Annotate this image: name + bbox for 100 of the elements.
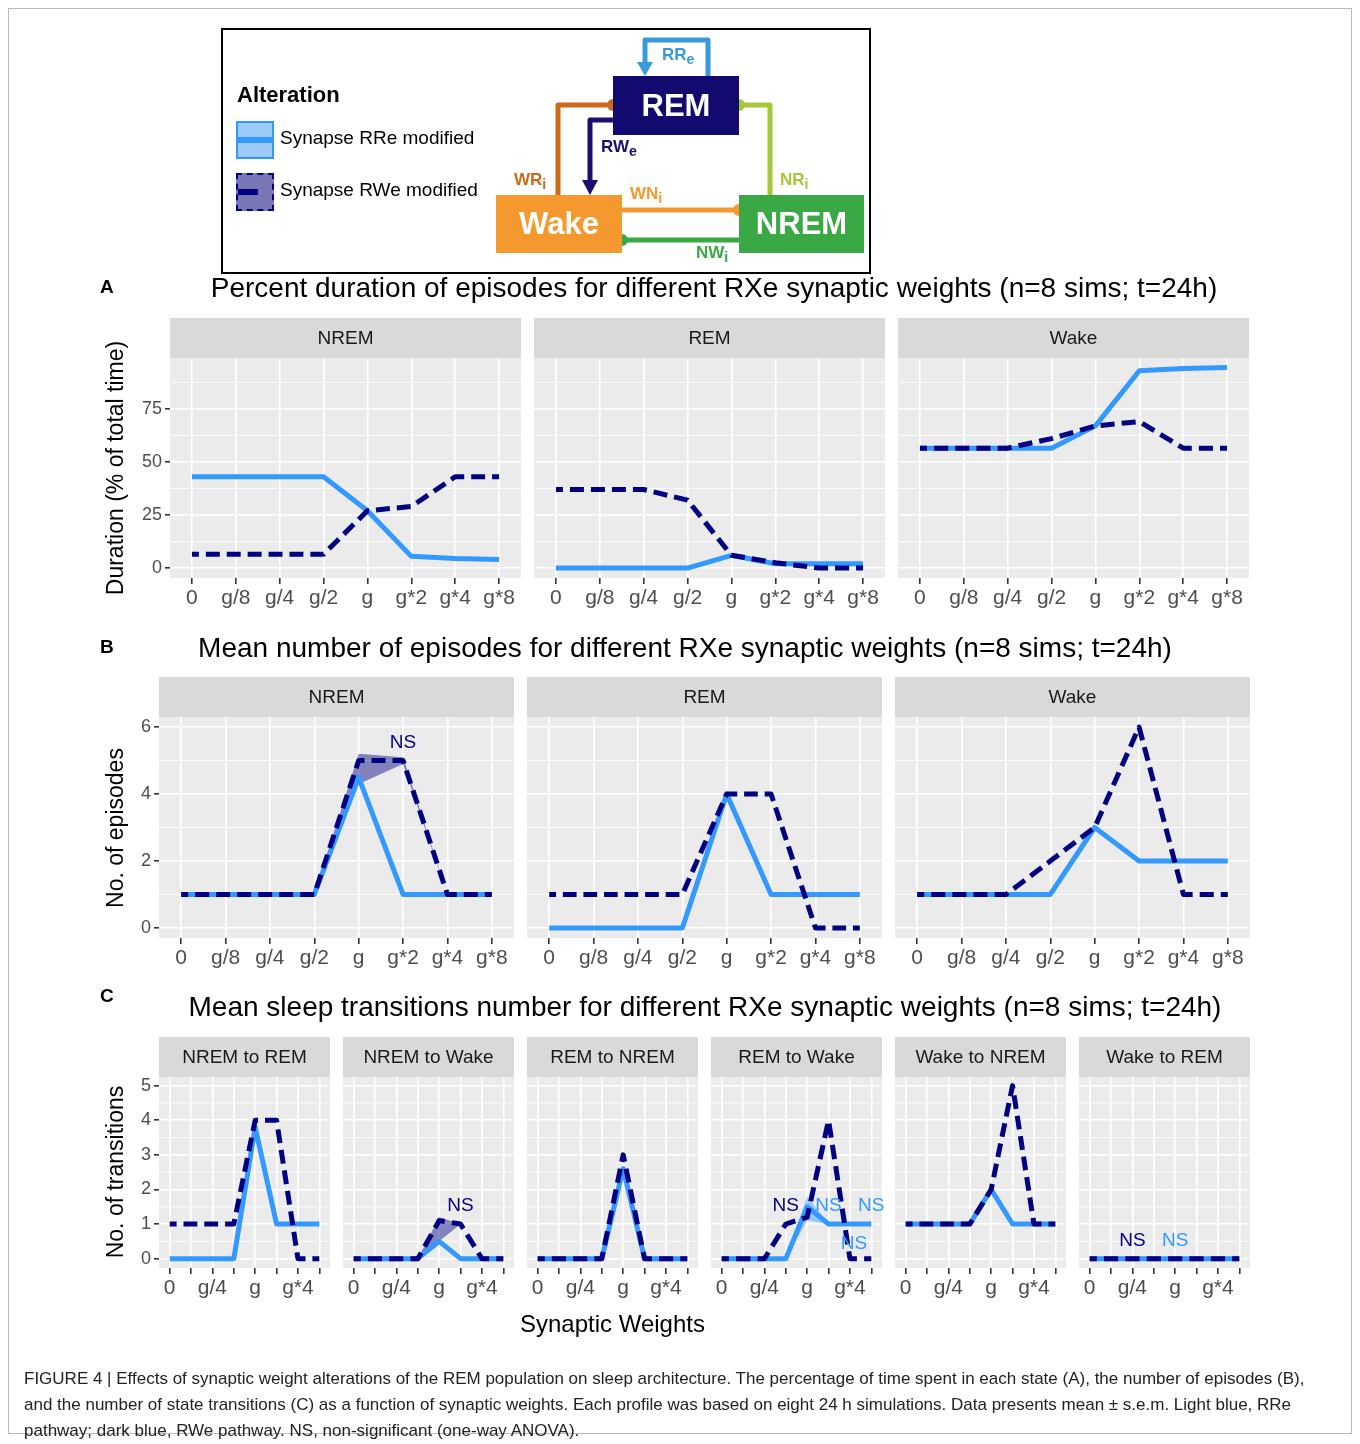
chart-title: NREM to Wake (363, 1046, 494, 1068)
text: A (100, 276, 114, 298)
x-tick-label: g/2 (1036, 585, 1067, 609)
y-tick-label: 3 (140, 1143, 151, 1164)
x-tick-label: g/4 (991, 945, 1021, 969)
x-tick-label: 0 (1083, 1275, 1096, 1299)
x-tick-label: g/2 (299, 945, 329, 969)
chart-title: Wake to REM (1106, 1046, 1223, 1068)
x-tick-label: g*2 (755, 945, 787, 969)
x-tick-label: g*4 (1167, 945, 1200, 969)
x-tick-label: g/2 (308, 585, 339, 609)
y-tick-label: 6 (140, 716, 151, 737)
y-tick-label: 4 (140, 1109, 151, 1130)
x-tick-label: g*2 (1123, 945, 1155, 969)
y-tick-label: 5 (140, 1074, 151, 1095)
y-tick-label: 4 (140, 782, 151, 803)
x-tick-label: g*8 (847, 585, 879, 609)
x-tick-label: g*4 (431, 945, 464, 969)
y-tick-label: 2 (140, 1178, 151, 1199)
chart-title: NREM to REM (182, 1046, 307, 1068)
x-tick-label: g/4 (623, 945, 653, 969)
text: C (100, 985, 114, 1007)
x-tick-label: g (1089, 585, 1102, 609)
y-tick-label: 0 (140, 916, 151, 937)
x-tick-label: 0 (175, 945, 188, 969)
x-tick-label: g*4 (282, 1275, 315, 1299)
x-tick-label: g*4 (799, 945, 832, 969)
x-tick-label: g/4 (565, 1275, 596, 1299)
x-tick-label: 0 (550, 585, 562, 609)
y-tick-label: 2 (140, 849, 151, 870)
x-tick-label: g*2 (387, 945, 419, 969)
data-label: NS (389, 730, 417, 752)
x-tick-label: g/8 (578, 945, 609, 969)
x-tick-label: g (801, 1275, 814, 1299)
x-tick-label: g/4 (255, 945, 285, 969)
x-tick-label: g (617, 1275, 630, 1299)
x-tick-label: g/8 (221, 585, 251, 609)
x-tick-label: g/8 (946, 945, 977, 969)
x-tick-label: g*4 (1018, 1275, 1051, 1299)
x-tick-label: g (1169, 1275, 1182, 1299)
text: Percent duration of episodes for different RXe synaptic weights (n=8 sims; t=24h) (210, 272, 1218, 303)
x-tick-label: 0 (186, 585, 198, 609)
chart-title: Wake (1049, 327, 1098, 349)
x-tick-label: g (720, 945, 733, 969)
x-tick-label: g (1088, 945, 1101, 969)
y-tick-label: 25 (141, 503, 162, 524)
x-tick-label: g (361, 585, 374, 609)
x-tick-label: g/8 (949, 585, 979, 609)
x-tick-label: g (352, 945, 365, 969)
chart-title: REM to NREM (550, 1046, 675, 1068)
x-tick-label: 0 (715, 1275, 728, 1299)
chart-title: Wake to NREM (915, 1046, 1046, 1068)
x-tick-label: g/2 (1035, 945, 1065, 969)
text: Mean number of episodes for different RXe synaptic weights (n=8 sims; t=24h) (198, 632, 1172, 663)
x-tick-label: g*4 (1202, 1275, 1235, 1299)
chart-title: Wake (1048, 686, 1097, 708)
x-tick-label: g/8 (210, 945, 241, 969)
y-tick-label: 75 (141, 397, 162, 418)
x-tick-label: 0 (543, 945, 556, 969)
y-axis-title: Duration (% of total time) (102, 340, 128, 596)
y-tick-label: 50 (141, 450, 162, 471)
data-label: NS (447, 1194, 474, 1216)
x-tick-label: g*2 (759, 585, 792, 609)
y-tick-label: 1 (140, 1213, 151, 1234)
x-tick-label: g/4 (1117, 1275, 1148, 1299)
y-tick-label: 0 (151, 557, 162, 577)
x-tick-label: g*4 (1167, 585, 1200, 609)
x-tick-label: g/4 (629, 585, 659, 609)
x-tick-label: g/4 (749, 1275, 780, 1299)
x-tick-label: g*8 (1212, 945, 1244, 969)
x-tick-label: 0 (347, 1275, 360, 1299)
chart-title: REM to Wake (738, 1046, 855, 1068)
x-tick-label: g*4 (650, 1275, 683, 1299)
legend-title: Alteration (237, 82, 340, 108)
x-tick-label: g*4 (439, 585, 472, 609)
x-tick-label: g*8 (844, 945, 876, 969)
x-tick-label: g/2 (672, 585, 703, 609)
x-tick-label: 0 (531, 1275, 544, 1299)
x-tick-label: g*2 (395, 585, 428, 609)
x-tick-label: 0 (911, 945, 924, 969)
x-tick-label: g*4 (466, 1275, 499, 1299)
y-axis-title: No. of episodes (102, 748, 128, 908)
x-tick-label: g*4 (803, 585, 836, 609)
text: Synapse RRe modified (280, 127, 475, 149)
y-tick-label: 0 (140, 1247, 151, 1268)
x-tick-label: g (725, 585, 738, 609)
x-tick-label: g/4 (993, 585, 1023, 609)
data-label: NS (858, 1194, 885, 1216)
x-tick-label: g*8 (476, 945, 508, 969)
y-axis-title: No. of transitions (102, 1085, 128, 1259)
x-tick-label: g/2 (667, 945, 697, 969)
x-tick-label: g/8 (585, 585, 615, 609)
x-tick-label: g/4 (381, 1275, 412, 1299)
chart-title: NREM (308, 686, 365, 708)
data-label: NS (840, 1232, 868, 1254)
x-axis-title: Synaptic Weights (519, 1310, 706, 1338)
data-label: NS (1161, 1228, 1189, 1250)
chart-title: REM (683, 686, 726, 708)
text: Synapse RWe modified (280, 179, 478, 201)
x-tick-label: g*4 (834, 1275, 867, 1299)
